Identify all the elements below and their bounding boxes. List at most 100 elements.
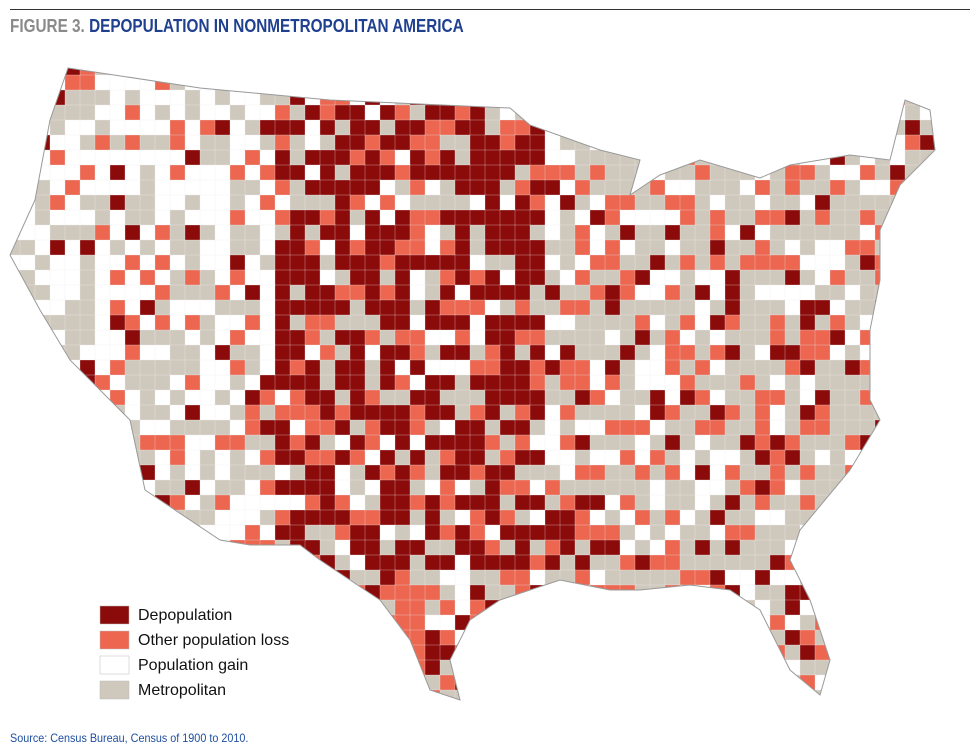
county-area [529,404,546,421]
county-area [214,104,231,121]
county-area [514,689,531,700]
county-area [409,599,426,616]
county-area [829,374,846,391]
county-area [64,464,81,481]
county-area [709,434,726,451]
county-area [349,104,366,121]
county-area [424,479,441,496]
county-area [904,614,921,631]
county-area [634,599,651,616]
county-area [169,524,186,541]
county-area [589,269,606,286]
county-area [244,554,261,571]
county-area [544,329,561,346]
county-area [214,329,231,346]
county-area [754,434,771,451]
county-area [694,599,711,616]
county-area [679,494,696,511]
county-area [859,104,876,121]
county-area [409,104,426,121]
county-area [109,344,126,361]
legend-swatch [99,680,130,700]
county-area [499,284,516,301]
county-area [409,74,426,91]
county-area [889,164,906,181]
county-area [49,404,66,421]
county-area [94,404,111,421]
county-area [874,374,891,391]
county-area [589,614,606,631]
county-area [934,89,935,106]
county-area [514,539,531,556]
county-area [319,74,336,91]
county-area [454,134,471,151]
county-area [169,359,186,376]
county-area [454,344,471,361]
county-area [709,629,726,646]
county-area [184,314,201,331]
county-area [169,404,186,421]
county-area [109,419,126,436]
county-area [919,599,935,616]
county-area [844,269,861,286]
county-area [124,464,141,481]
county-area [289,674,306,691]
county-area [244,614,261,631]
county-area [229,104,246,121]
county-area [304,269,321,286]
county-area [844,239,861,256]
county-area [874,149,891,166]
county-area [454,449,471,466]
county-area [769,479,786,496]
county-area [604,299,621,316]
county-area [829,599,846,616]
county-area [244,164,261,181]
county-area [499,419,516,436]
county-area [649,644,666,661]
county-area [184,68,201,76]
county-area [199,134,216,151]
source-note: Source: Census Bureau, Census of 1900 to… [10,731,249,745]
county-area [469,329,486,346]
county-area [484,179,501,196]
county-area [49,224,66,241]
county-area [499,314,516,331]
county-area [364,479,381,496]
county-area [364,509,381,526]
county-area [364,434,381,451]
county-area [619,404,636,421]
county-area [289,569,306,586]
county-area [724,134,741,151]
county-area [619,629,636,646]
county-area [439,104,456,121]
county-area [784,254,801,271]
county-area [499,329,516,346]
county-area [754,149,771,166]
county-area [319,209,336,226]
county-area [664,68,681,76]
county-area [844,209,861,226]
county-area [709,554,726,571]
county-area [739,629,756,646]
county-area [799,134,816,151]
county-area [649,374,666,391]
county-area [214,269,231,286]
county-area [334,314,351,331]
county-area [394,224,411,241]
county-area [94,149,111,166]
county-area [154,179,171,196]
county-area [934,194,935,211]
county-area [844,119,861,136]
county-area [664,434,681,451]
county-area [49,554,66,571]
county-area [604,164,621,181]
county-area [529,314,546,331]
county-area [814,119,831,136]
county-area [844,284,861,301]
county-area [259,614,276,631]
county-area [784,404,801,421]
county-area [379,674,396,691]
county-area [259,284,276,301]
county-area [34,164,51,181]
county-area [229,149,246,166]
